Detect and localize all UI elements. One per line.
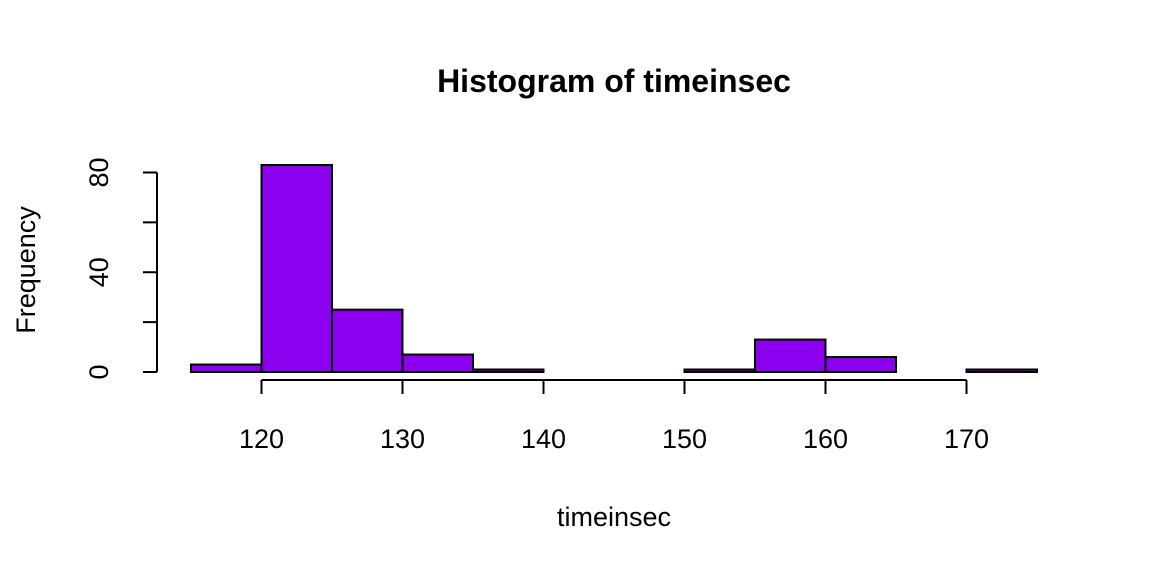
x-tick-label-150: 150 [662, 424, 707, 454]
y-tick-label-0: 0 [84, 364, 114, 379]
histogram-bar-115-120 [190, 363, 263, 373]
x-axis: 120 130 140 150 160 170 [239, 379, 989, 454]
histogram-bar-150-155 [683, 368, 756, 373]
chart-title: Histogram of timeinsec [437, 63, 791, 99]
y-axis-label: Frequency [11, 206, 41, 334]
x-tick-label-140: 140 [521, 424, 566, 454]
x-tick-label-120: 120 [239, 424, 284, 454]
x-tick-label-170: 170 [944, 424, 989, 454]
histogram-bar-160-165 [824, 356, 897, 373]
histogram-bar-155-160 [754, 338, 827, 373]
histogram-bar-130-135 [401, 353, 474, 374]
histogram-bar-125-130 [331, 308, 404, 373]
histogram-bar-135-140 [472, 368, 545, 373]
x-tick-label-160: 160 [803, 424, 848, 454]
y-axis: 0 40 80 [84, 157, 158, 380]
y-tick-label-40: 40 [84, 257, 114, 287]
histogram-bar-170-175 [965, 368, 1038, 373]
histogram-bar-120-125 [260, 164, 333, 373]
x-axis-label: timeinsec [557, 502, 671, 532]
histogram-bars [190, 164, 1038, 374]
x-tick-label-130: 130 [380, 424, 425, 454]
y-tick-label-80: 80 [84, 157, 114, 187]
